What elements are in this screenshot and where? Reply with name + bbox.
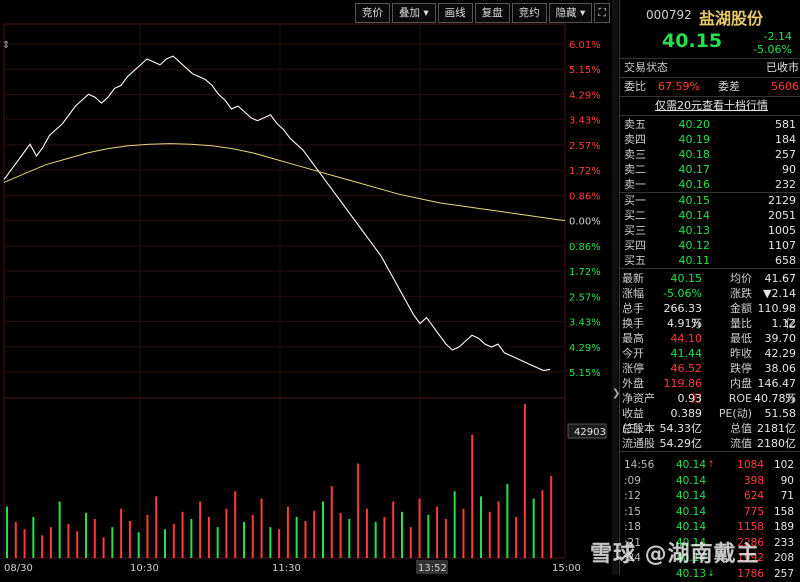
pct-tick-label: 5.15%	[569, 368, 601, 379]
fullscreen-icon[interactable]: ⛶	[594, 3, 610, 23]
pct-tick-label: 0.86%	[569, 191, 601, 202]
draw-line-button[interactable]: 画线	[438, 3, 473, 23]
pct-tick-label: 4.29%	[569, 90, 601, 101]
overlay-button[interactable]: 叠加 ▾	[392, 3, 436, 23]
chart-toolbar: 竞价 叠加 ▾ 画线 复盘 竞约 隐藏 ▾ ⛶	[355, 3, 610, 23]
bid-button[interactable]: 竞约	[512, 3, 547, 23]
ten-level-link[interactable]: 仅需20元查看十档行情	[620, 97, 800, 116]
time-tick-label: 15:00	[552, 563, 581, 574]
pct-tick-label: 2.57%	[569, 292, 601, 303]
last-price: 40.15	[662, 30, 722, 52]
order-ratio: 委比 67.59% 委差 5606	[620, 78, 800, 97]
collapse-arrow-icon[interactable]: ❯	[612, 388, 619, 402]
pct-tick-label: 0.00%	[569, 217, 601, 228]
pct-tick-label: 3.43%	[569, 116, 601, 127]
stock-name[interactable]: 盐湖股份	[699, 5, 763, 29]
quote-panel: 000792 盐湖股份 40.15 -2.14 -5.06% 交易状态已收市 委…	[619, 0, 800, 575]
trade-status: 交易状态已收市	[620, 59, 800, 78]
hide-button[interactable]: 隐藏 ▾	[549, 3, 593, 23]
time-tick-label: 10:30	[130, 563, 159, 574]
chevron-down-icon: ▾	[577, 7, 586, 19]
pct-tick-label: 4.29%	[569, 343, 601, 354]
pct-tick-label: 2.57%	[569, 141, 601, 152]
stock-header: 000792 盐湖股份 40.15 -2.14 -5.06%	[620, 0, 800, 59]
pct-tick-label: 6.01%	[569, 40, 601, 51]
pct-tick-label: 3.43%	[569, 318, 601, 329]
intraday-chart[interactable]: 6.01% 5.15% 4.29% 3.43% 2.57% 1.72% 0.86% 0.00%…	[0, 0, 612, 575]
pct-tick-label: 0.86%	[569, 242, 601, 253]
time-tick-label: 13:52	[418, 563, 447, 574]
price-change: -2.14 -5.06%	[740, 30, 792, 56]
pct-tick-label: 5.15%	[569, 65, 601, 76]
panel-scrollbar[interactable]	[612, 0, 618, 575]
xueqiu-watermark: 雪球 @湖南戴主	[590, 536, 760, 568]
replay-button[interactable]: 复盘	[475, 3, 510, 23]
zoom-handle-icon[interactable]: ⇕	[2, 40, 10, 51]
auction-button[interactable]: 竞价	[355, 3, 390, 23]
pct-tick-label: 1.72%	[569, 166, 601, 177]
stock-code: 000792	[646, 8, 692, 22]
pct-tick-label: 1.72%	[569, 267, 601, 278]
time-tick-label: 11:30	[272, 563, 301, 574]
time-tick-label: 08/30	[4, 563, 33, 574]
quote-row: 涨幅-5.06%涨跌▼2.14	[620, 286, 800, 301]
chevron-down-icon: ▾	[420, 7, 429, 19]
volume-label: 42903	[574, 427, 606, 438]
